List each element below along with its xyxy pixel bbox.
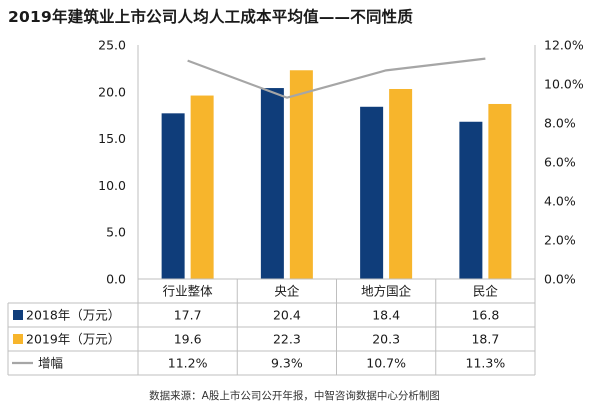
data-label: 20.4 <box>273 308 301 323</box>
data-label: 11.3% <box>466 356 506 371</box>
bar <box>190 95 214 279</box>
y-right-tick-label: 0.0% <box>544 272 576 287</box>
y-right-tick-label: 12.0% <box>544 38 584 53</box>
bar <box>161 113 185 279</box>
category-label: 行业整体 <box>163 284 214 299</box>
growth-line-path <box>187 57 486 99</box>
data-table: 行业整体 央企 地方国企 民企 2018年（万元） 17.7 20.4 18.4 16.8 201… <box>7 45 536 376</box>
source-note: 数据来源：A股上市公司公开年报，中智咨询数据中心分析制图 <box>149 390 440 402</box>
y-right-tick-label: 8.0% <box>544 116 576 131</box>
data-label: 18.7 <box>471 332 499 347</box>
data-label: 18.4 <box>372 308 400 323</box>
y-right-tick-label: 2.0% <box>544 233 576 248</box>
bar <box>289 70 313 279</box>
y-left-tick-label: 5.0 <box>106 225 126 240</box>
data-label: 10.7% <box>366 356 406 371</box>
y-left-tick-label: 20.0 <box>98 84 126 99</box>
legend-swatch <box>13 334 23 344</box>
y-right-tick-label: 4.0% <box>544 194 576 209</box>
bar <box>360 106 384 279</box>
growth-line <box>187 57 486 99</box>
y-left-tick-label: 10.0 <box>98 178 126 193</box>
legend-swatch <box>13 310 23 320</box>
data-label: 22.3 <box>273 332 301 347</box>
bars <box>161 70 512 279</box>
y-left-tick-label: 25.0 <box>98 38 126 53</box>
y-right-tick-label: 10.0% <box>544 77 584 92</box>
chart-title: 2019年建筑业上市公司人均人工成本平均值——不同性质 <box>8 8 414 26</box>
series-name: 2018年（万元） <box>26 308 120 323</box>
data-label: 17.7 <box>174 308 202 323</box>
bar <box>488 103 512 279</box>
data-label: 19.6 <box>174 332 202 347</box>
category-label: 地方国企 <box>361 284 412 299</box>
series-name: 2019年（万元） <box>26 332 120 347</box>
data-label: 11.2% <box>168 356 208 371</box>
series-name: 增幅 <box>38 356 63 371</box>
y-left-tick-label: 15.0 <box>98 131 126 146</box>
category-label: 民企 <box>473 284 499 299</box>
y-right-tick-label: 6.0% <box>544 155 576 170</box>
right-axis: 0.0% 2.0% 4.0% 6.0% 8.0% 10.0% 12.0% <box>544 38 584 287</box>
bar <box>459 121 483 279</box>
category-label: 央企 <box>274 284 300 299</box>
data-label: 16.8 <box>471 308 499 323</box>
data-label: 20.3 <box>372 332 400 347</box>
bar <box>260 88 284 279</box>
data-label: 9.3% <box>271 356 303 371</box>
left-axis: 0.0 5.0 10.0 15.0 20.0 25.0 <box>98 38 126 287</box>
y-left-tick-label: 0.0 <box>106 272 126 287</box>
bar <box>389 88 413 279</box>
